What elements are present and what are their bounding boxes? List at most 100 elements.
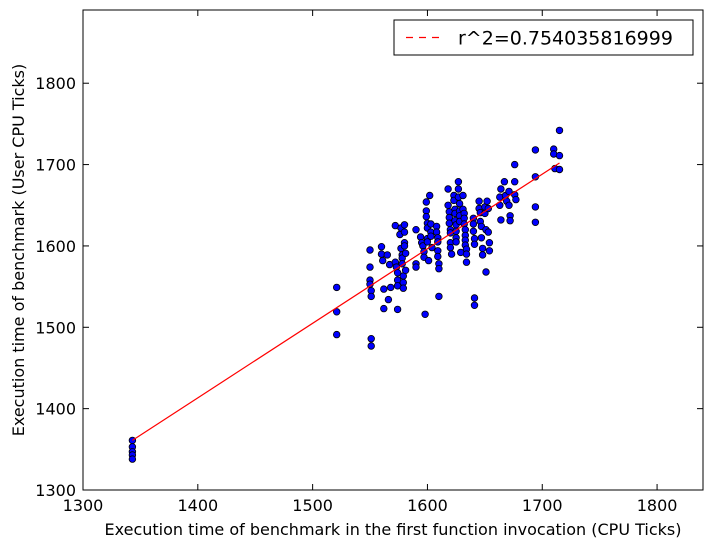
data-point (399, 284, 407, 292)
data-point (444, 201, 452, 209)
data-point (555, 165, 564, 174)
data-point (423, 238, 432, 246)
data-point (367, 335, 375, 343)
data-point (400, 228, 409, 236)
data-point (426, 191, 434, 200)
data-point (422, 198, 430, 206)
data-point (377, 242, 386, 251)
data-point (446, 243, 455, 252)
data-point (384, 295, 393, 304)
y-axis-label: Execution time of benchmark (User CPU Ti… (9, 64, 28, 437)
data-point (393, 305, 402, 314)
data-point (469, 227, 478, 235)
x-tick-label: 1500 (292, 496, 333, 515)
data-point (511, 160, 519, 169)
data-point (379, 256, 387, 265)
data-point (380, 285, 388, 293)
data-point (482, 268, 490, 276)
data-point (435, 292, 443, 301)
data-point (427, 232, 435, 240)
data-point (505, 201, 513, 209)
data-point (459, 191, 467, 200)
data-point (424, 256, 433, 265)
data-point (483, 197, 491, 205)
data-point (380, 304, 388, 313)
data-point (366, 246, 374, 254)
data-point (469, 220, 478, 228)
data-point (393, 269, 402, 277)
x-tick-label: 1400 (177, 496, 218, 515)
data-point (128, 455, 137, 463)
data-point (412, 263, 420, 271)
data-point (400, 242, 409, 250)
data-point (387, 283, 395, 292)
x-tick-label: 1300 (63, 496, 104, 515)
data-point (555, 151, 564, 160)
data-point (367, 342, 375, 350)
data-point (462, 258, 471, 266)
data-point (478, 244, 487, 253)
data-point (470, 240, 479, 248)
data-point (454, 185, 463, 193)
data-point (444, 185, 452, 193)
data-point (477, 234, 486, 242)
data-point (497, 216, 505, 224)
x-tick-label: 1600 (407, 496, 448, 515)
data-point (555, 126, 564, 135)
data-point (401, 249, 410, 257)
x-axis-label: Execution time of benchmark in the first… (105, 520, 682, 539)
data-point (531, 203, 540, 211)
data-point (401, 266, 410, 274)
fit-line-layer (132, 162, 560, 441)
data-point (422, 212, 430, 221)
y-tick-label: 1500 (35, 318, 76, 337)
y-tick-label: 1600 (35, 237, 76, 256)
y-tick-label: 1300 (35, 481, 76, 500)
data-point (478, 251, 487, 259)
data-point (434, 252, 442, 261)
data-point (531, 218, 540, 226)
y-tick-label: 1400 (35, 400, 76, 419)
data-point (497, 185, 505, 193)
data-point (512, 195, 520, 204)
data-point (485, 247, 494, 255)
data-point (400, 221, 409, 229)
x-tick-label: 1700 (522, 496, 563, 515)
data-point (470, 301, 479, 309)
data-point (398, 260, 406, 268)
data-point (484, 228, 492, 236)
data-point (462, 250, 471, 258)
legend-box (393, 19, 694, 56)
regression-line (132, 162, 560, 441)
data-point (333, 330, 341, 339)
data-point (475, 197, 483, 205)
data-point (366, 263, 374, 271)
data-point (506, 216, 514, 225)
data-point (333, 283, 341, 292)
data-point (455, 199, 464, 208)
y-tick-label: 1800 (35, 74, 76, 93)
data-point (485, 238, 494, 247)
x-tick-label: 1800 (637, 496, 678, 515)
data-point (435, 265, 443, 273)
plot-frame (82, 9, 704, 491)
y-tick-label: 1700 (35, 156, 76, 175)
legend: r^2=0.754035816999 (393, 19, 694, 56)
data-point (505, 187, 513, 196)
data-point (447, 250, 456, 258)
data-point (454, 177, 463, 186)
data-point (452, 238, 460, 246)
data-point (412, 225, 420, 234)
data-point (511, 177, 519, 186)
data-point (367, 292, 375, 301)
data-point (500, 177, 509, 186)
data-point (383, 251, 391, 259)
data-point (470, 294, 479, 302)
data-point (531, 146, 540, 154)
data-point (421, 310, 429, 318)
legend-label: r^2=0.754035816999 (458, 28, 673, 50)
data-point (333, 308, 341, 316)
